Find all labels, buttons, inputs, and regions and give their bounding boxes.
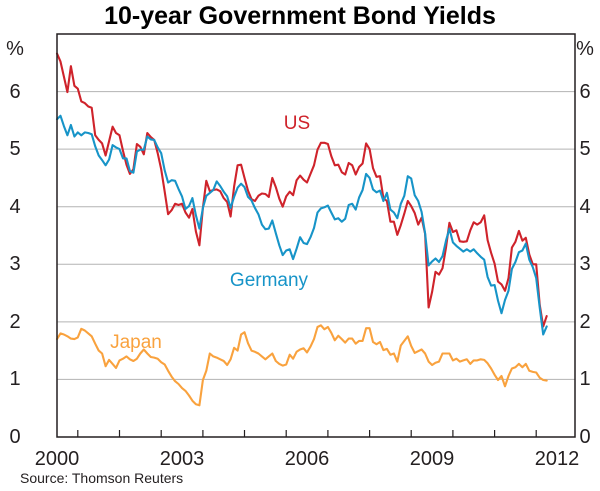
y-axis-label-right-1: 1 — [579, 368, 591, 390]
y-axis-label-right-5: 5 — [579, 138, 591, 160]
y-axis-unit-right: % — [576, 38, 594, 60]
y-axis-label-right-3: 3 — [579, 253, 591, 275]
y-axis-label-right-0: 0 — [579, 426, 591, 448]
chart-title: 10-year Government Bond Yields — [104, 2, 496, 30]
series-line-japan — [55, 324, 548, 407]
chart-frame — [56, 33, 576, 438]
y-axis-unit-left: % — [6, 38, 24, 60]
y-axis-label-right-2: 2 — [579, 311, 591, 333]
y-axis-label-left-1: 1 — [9, 368, 21, 390]
y-axis-label-left-5: 5 — [9, 138, 21, 160]
x-axis-label-2003: 2003 — [159, 448, 205, 470]
x-axis-label-2009: 2009 — [409, 448, 455, 470]
series-line-germany — [55, 114, 548, 336]
y-axis-label-left-6: 6 — [9, 81, 21, 103]
series-label-us: US — [283, 113, 311, 134]
y-axis-label-left-3: 3 — [9, 253, 21, 275]
x-axis-label-2006: 2006 — [284, 448, 330, 470]
series-label-japan: Japan — [110, 332, 162, 353]
x-axis-label-2012: 2012 — [534, 448, 580, 470]
x-axis-label-2000: 2000 — [34, 448, 80, 470]
series-label-germany: Germany — [229, 270, 309, 291]
source-note: Source: Thomson Reuters — [20, 470, 184, 486]
y-axis-label-left-2: 2 — [9, 311, 21, 333]
y-axis-label-left-0: 0 — [9, 426, 21, 448]
y-axis-label-right-6: 6 — [579, 81, 591, 103]
series-line-us — [55, 52, 548, 328]
y-axis-label-left-4: 4 — [9, 196, 21, 218]
y-axis-label-right-4: 4 — [579, 196, 591, 218]
